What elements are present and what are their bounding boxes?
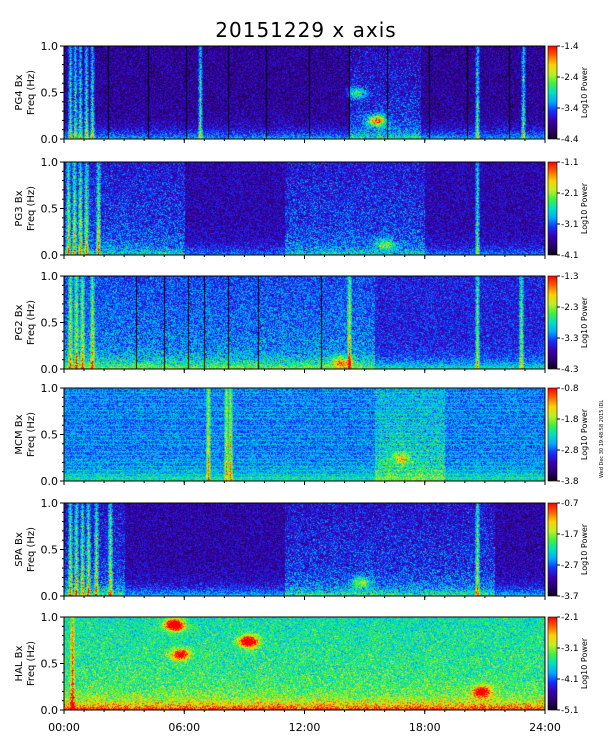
- colorbar: [547, 616, 558, 711]
- colorbar-tick-label: -3.1: [561, 220, 579, 230]
- colorbar-tick-label: -1.1: [561, 158, 579, 168]
- y-label-unit: Freq (Hz): [26, 641, 37, 686]
- colorbar-tick-label: -2.7: [561, 561, 579, 571]
- y-label-station: HAL Bx: [14, 645, 25, 681]
- y-tick-label: 0.5: [41, 87, 59, 100]
- colorbar-label: Log10 Power: [580, 66, 589, 118]
- y-tick-label: 0.0: [41, 475, 59, 488]
- y-tick-label: 1.0: [41, 40, 59, 53]
- colorbar-tick-label: -4.1: [561, 675, 579, 685]
- colorbar-tick-label: -1.8: [561, 415, 579, 425]
- y-tick-label: 0.5: [41, 544, 59, 557]
- colorbar-tick-label: -2.3: [561, 303, 579, 313]
- colorbar-tick-label: -3.8: [561, 477, 579, 487]
- y-label-station: PG4 Bx: [14, 74, 25, 110]
- colorbar-tick-label: -0.7: [561, 499, 579, 509]
- y-tick-label: 0.5: [41, 317, 59, 330]
- spectrogram-image: [64, 276, 545, 369]
- colorbar-tick-label: -3.1: [561, 644, 579, 654]
- x-tick-label: 06:00: [168, 721, 200, 734]
- y-tick-label: 0.0: [41, 363, 59, 376]
- x-tick-label: 24:00: [529, 721, 561, 734]
- colorbar-label: Log10 Power: [580, 523, 589, 575]
- colorbar-tick-label: -4.1: [561, 251, 579, 261]
- colorbar-tick-label: -4.3: [561, 365, 579, 375]
- colorbar-label: Log10 Power: [580, 637, 589, 689]
- y-label-unit: Freq (Hz): [26, 186, 37, 231]
- chart-title: 20151229 x axis: [215, 18, 397, 42]
- spectrogram-image: [64, 46, 545, 139]
- y-tick-label: 1.0: [41, 156, 59, 169]
- timestamp-text: Wed Dec 30 19:48:58 2015 IDL: [599, 400, 605, 478]
- y-tick-label: 0.5: [41, 429, 59, 442]
- colorbar-tick-label: -2.1: [561, 613, 579, 623]
- y-label-unit: Freq (Hz): [26, 527, 37, 572]
- y-label-station: SPA Bx: [14, 532, 25, 567]
- spectrogram-image: [64, 388, 545, 481]
- timestamp-note: Wed Dec 30 19:48:58 2015 IDL: [599, 400, 605, 478]
- y-tick-label: 1.0: [41, 382, 59, 395]
- y-tick-label: 0.0: [41, 590, 59, 603]
- y-tick-label: 1.0: [41, 611, 59, 624]
- y-label-unit: Freq (Hz): [26, 412, 37, 457]
- colorbar-tick-label: -2.4: [561, 73, 579, 83]
- colorbar-tick-label: -3.3: [561, 334, 579, 344]
- colorbar-tick-label: -3.4: [561, 104, 579, 114]
- spectrogram-image: [64, 617, 545, 710]
- y-label-station: PG3 Bx: [14, 190, 25, 226]
- colorbar: [547, 275, 558, 370]
- colorbar: [547, 161, 558, 256]
- colorbar-tick-label: -1.3: [561, 272, 579, 282]
- y-tick-label: 0.5: [41, 658, 59, 671]
- y-tick-label: 0.5: [41, 203, 59, 216]
- x-tick-label: 00:00: [48, 721, 80, 734]
- y-label-unit: Freq (Hz): [26, 300, 37, 345]
- colorbar-label: Log10 Power: [580, 408, 589, 460]
- colorbar: [547, 387, 558, 482]
- y-tick-label: 0.0: [41, 704, 59, 717]
- y-label-station: MCM Bx: [14, 414, 25, 454]
- colorbar-tick-label: -3.7: [561, 592, 579, 602]
- colorbar-tick-label: -4.4: [561, 135, 579, 145]
- colorbar-tick-label: -5.1: [561, 706, 579, 716]
- panel-5: 1.0 0.5 0.0 HAL Bx Freq (Hz) -2.1 -3.1 -4.1 -5.1…: [14, 611, 589, 717]
- y-label-station: PG2 Bx: [14, 304, 25, 340]
- y-tick-label: 1.0: [41, 497, 59, 510]
- colorbar-label: Log10 Power: [580, 182, 589, 234]
- colorbar-label: Log10 Power: [580, 296, 589, 348]
- y-tick-label: 1.0: [41, 270, 59, 283]
- colorbar-tick-label: -1.4: [561, 42, 579, 52]
- colorbar-tick-label: -0.8: [561, 384, 579, 394]
- y-label-unit: Freq (Hz): [26, 70, 37, 115]
- colorbar-tick-label: -2.8: [561, 446, 579, 456]
- colorbar-tick-label: -2.1: [561, 189, 579, 199]
- panel-2: 1.0 0.5 0.0 PG2 Bx Freq (Hz) -1.3 -2.3 -3.3 -4.3…: [14, 270, 589, 376]
- y-tick-label: 0.0: [41, 133, 59, 146]
- colorbar: [547, 45, 558, 140]
- panel-3: 1.0 0.5 0.0 MCM Bx Freq (Hz) -0.8 -1.8 -2.8 -3.8…: [14, 382, 589, 488]
- panel-4: 1.0 0.5 0.0 SPA Bx Freq (Hz) -0.7 -1.7 -2.7 -3.7…: [14, 497, 589, 603]
- time-axis: 00:00 06:00 12:00 18:00 24:00: [48, 721, 561, 734]
- colorbar-tick-label: -1.7: [561, 530, 579, 540]
- x-tick-label: 12:00: [289, 721, 321, 734]
- spectrogram-image: [64, 162, 545, 255]
- colorbar: [547, 502, 558, 597]
- x-tick-label: 18:00: [409, 721, 441, 734]
- panel-0: 1.0 0.5 0.0 PG4 Bx Freq (Hz) -1.4 -2.4 -3.4 -4.4…: [14, 40, 589, 146]
- spectrogram-image: [64, 503, 545, 596]
- panel-1: 1.0 0.5 0.0 PG3 Bx Freq (Hz) -1.1 -2.1 -3.1 -4.1…: [14, 156, 589, 262]
- y-tick-label: 0.0: [41, 249, 59, 262]
